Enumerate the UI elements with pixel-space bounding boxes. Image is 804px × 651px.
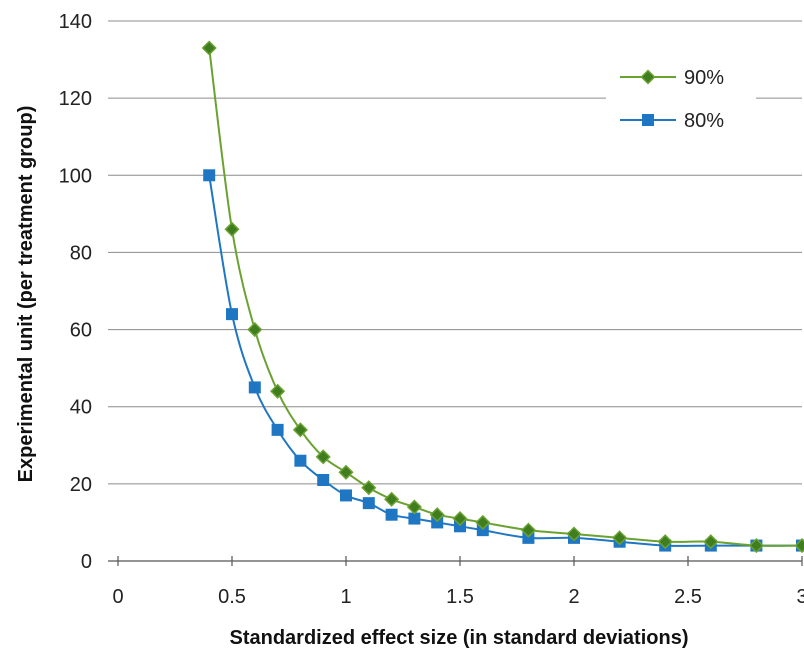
legend-marker bbox=[642, 114, 654, 126]
data-point bbox=[362, 497, 375, 510]
legend-item-80-pct: 80% bbox=[620, 110, 724, 132]
y-tick-label: 140 bbox=[59, 11, 92, 33]
legend-item-90-pct: 90% bbox=[620, 67, 724, 89]
series-90-pct bbox=[201, 40, 804, 554]
x-tick-label: 0 bbox=[112, 586, 123, 608]
series-line-80-pct bbox=[208, 175, 802, 547]
data-point bbox=[657, 534, 673, 550]
y-tick-label: 100 bbox=[59, 165, 92, 187]
x-tick-label: 1.5 bbox=[446, 586, 474, 608]
legend-label: 90% bbox=[684, 67, 724, 89]
data-point bbox=[270, 383, 286, 399]
data-point bbox=[522, 531, 535, 544]
data-point bbox=[703, 534, 719, 550]
data-point bbox=[454, 520, 466, 533]
legend-label: 80% bbox=[684, 110, 724, 132]
data-point bbox=[224, 221, 240, 237]
data-point bbox=[612, 530, 628, 546]
data-point bbox=[292, 422, 308, 438]
legend-background bbox=[606, 56, 756, 142]
y-axis-label: Experimental unit (per treatment group) bbox=[15, 106, 37, 483]
data-point bbox=[408, 512, 421, 525]
x-tick-label: 0.5 bbox=[218, 586, 246, 608]
x-axis-label: Standardized effect size (in standard de… bbox=[230, 627, 689, 649]
data-point bbox=[476, 524, 489, 537]
data-point bbox=[431, 516, 444, 529]
data-point bbox=[361, 480, 377, 496]
x-tick-label: 2 bbox=[568, 586, 579, 608]
data-point bbox=[317, 474, 330, 486]
series-layer bbox=[201, 40, 804, 554]
x-tick-label: 1 bbox=[340, 586, 351, 608]
data-point bbox=[248, 381, 261, 394]
legend-marker bbox=[640, 69, 656, 85]
y-tick-label: 60 bbox=[70, 320, 92, 342]
data-point bbox=[226, 308, 238, 321]
data-point bbox=[794, 538, 804, 554]
data-point bbox=[566, 526, 582, 542]
data-point bbox=[452, 511, 468, 527]
data-point bbox=[201, 40, 217, 56]
x-tick-label: 3 bbox=[796, 586, 804, 608]
data-point bbox=[385, 508, 398, 521]
data-point bbox=[203, 169, 216, 182]
data-point bbox=[475, 514, 491, 530]
data-point bbox=[384, 491, 400, 507]
y-tick-label: 0 bbox=[81, 551, 92, 573]
data-point bbox=[315, 449, 331, 465]
y-tick-label: 40 bbox=[70, 397, 92, 419]
data-point bbox=[340, 489, 352, 502]
x-tick-label: 2.5 bbox=[674, 586, 702, 608]
data-point bbox=[271, 423, 284, 436]
y-tick-label: 20 bbox=[70, 474, 92, 496]
data-point bbox=[247, 322, 263, 338]
data-point bbox=[748, 538, 764, 554]
series-80-pct bbox=[203, 169, 804, 552]
legend: 90% 80% bbox=[606, 56, 756, 142]
y-axis: 0 20 40 60 80 100 120 140 bbox=[59, 11, 92, 573]
data-point bbox=[338, 464, 354, 480]
y-tick-label: 80 bbox=[70, 242, 92, 264]
data-point bbox=[406, 499, 422, 515]
data-point bbox=[520, 522, 536, 538]
data-point bbox=[429, 507, 445, 523]
x-axis: 0 0.5 1 1.5 2 2.5 3 bbox=[108, 556, 804, 608]
y-tick-label: 120 bbox=[59, 88, 92, 110]
data-point bbox=[294, 454, 307, 467]
